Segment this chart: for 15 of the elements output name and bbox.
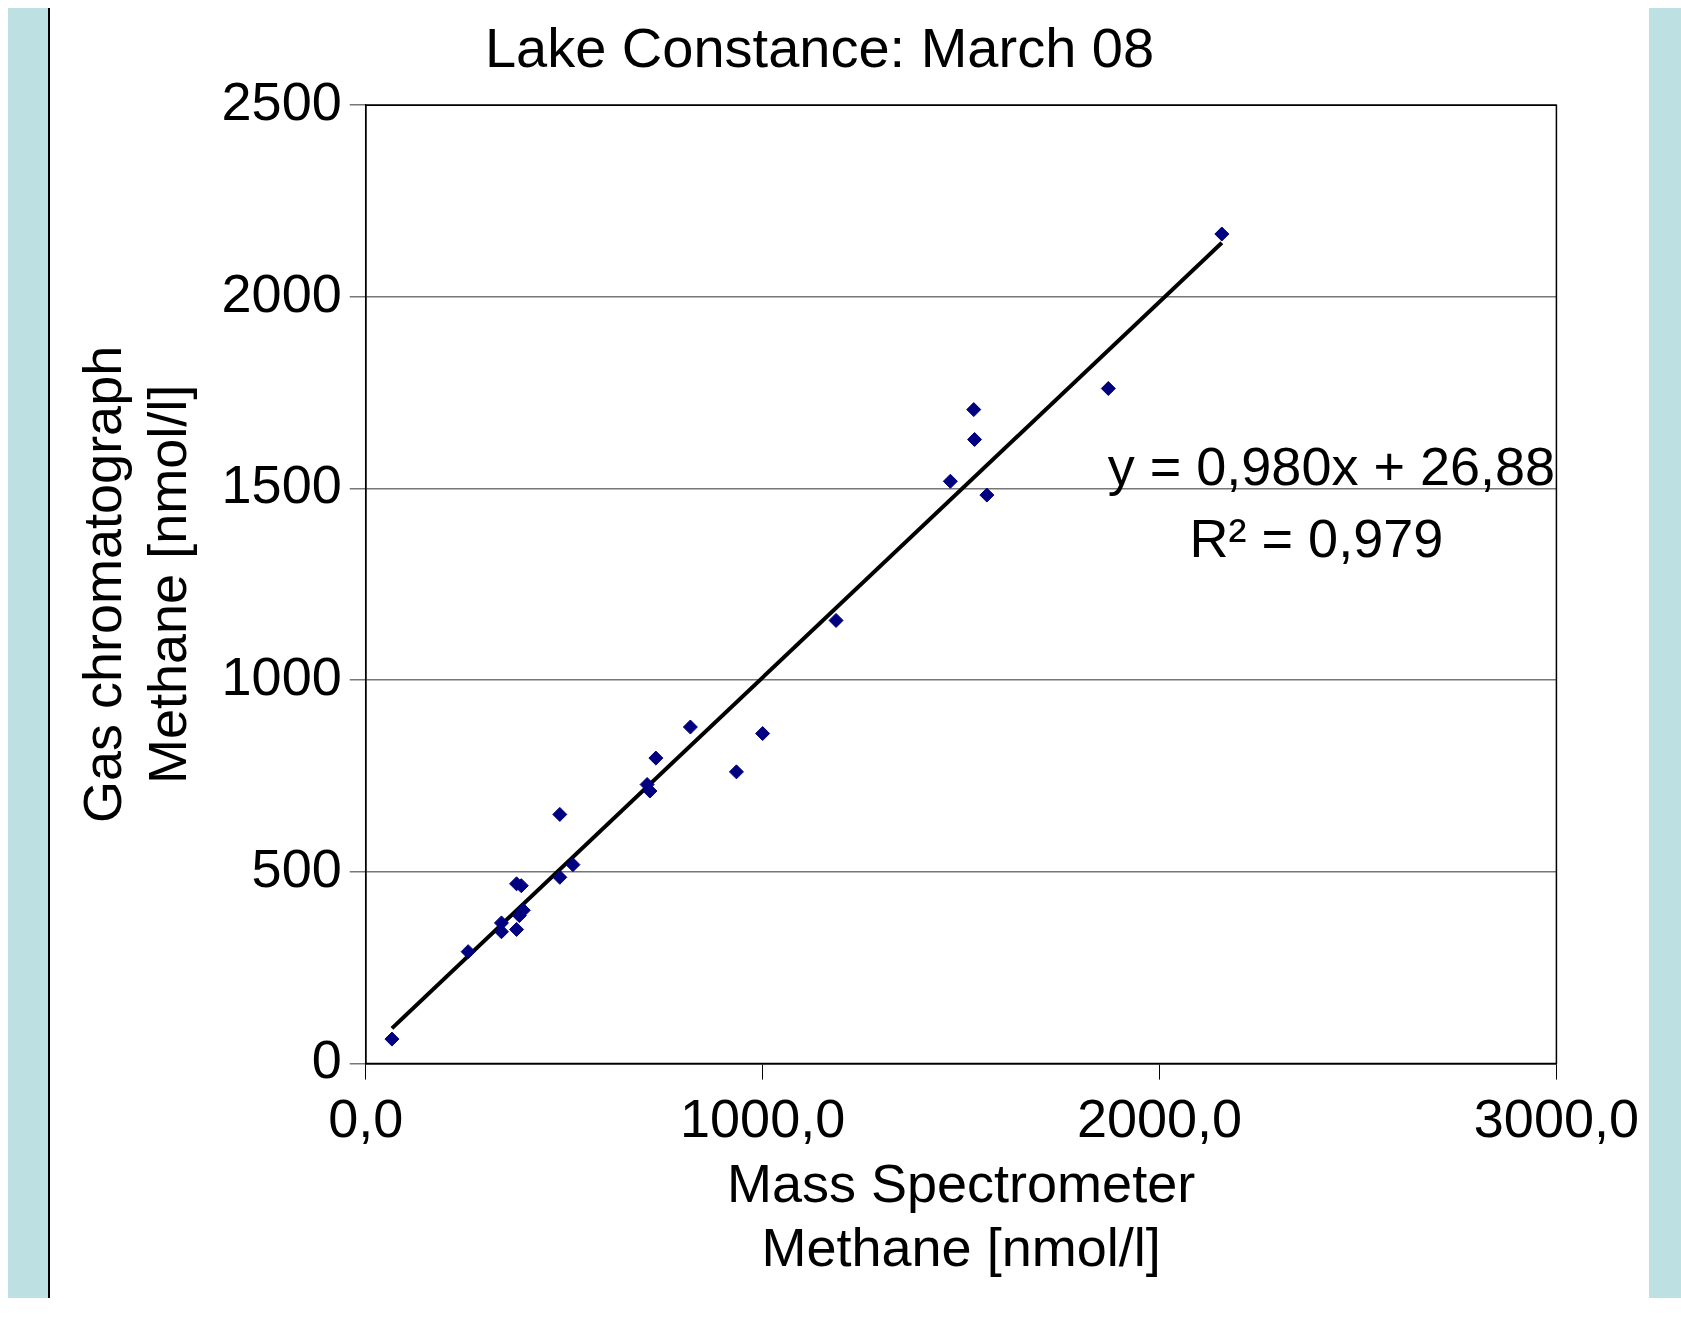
y-tick-label: 1500 <box>221 454 342 515</box>
x-tick-label: 1000,0 <box>680 1087 846 1148</box>
annotation: y = 0,980x + 26,88 <box>1107 436 1556 497</box>
x-tick-label: 2000,0 <box>1076 1087 1243 1148</box>
x-axis-title: Mass Spectrometer Methane [nmol/l] <box>727 1152 1196 1278</box>
y-tick-label: 2500 <box>221 71 342 132</box>
x-tick-label: 0,0 <box>328 1087 404 1148</box>
x-tick-label: 3000,0 <box>1473 1087 1639 1148</box>
y-tick-label: 500 <box>251 837 342 898</box>
y-tick-label: 1000 <box>221 646 342 707</box>
y-tick-label: 0 <box>311 1029 342 1090</box>
y-axis-title: Gas chromatograph Methane [nmol/l] <box>72 345 198 824</box>
annotation: R² = 0,979 <box>1189 508 1444 569</box>
y-tick-label: 2000 <box>221 262 342 323</box>
chart-title: Lake Constance: March 08 <box>484 16 1155 80</box>
